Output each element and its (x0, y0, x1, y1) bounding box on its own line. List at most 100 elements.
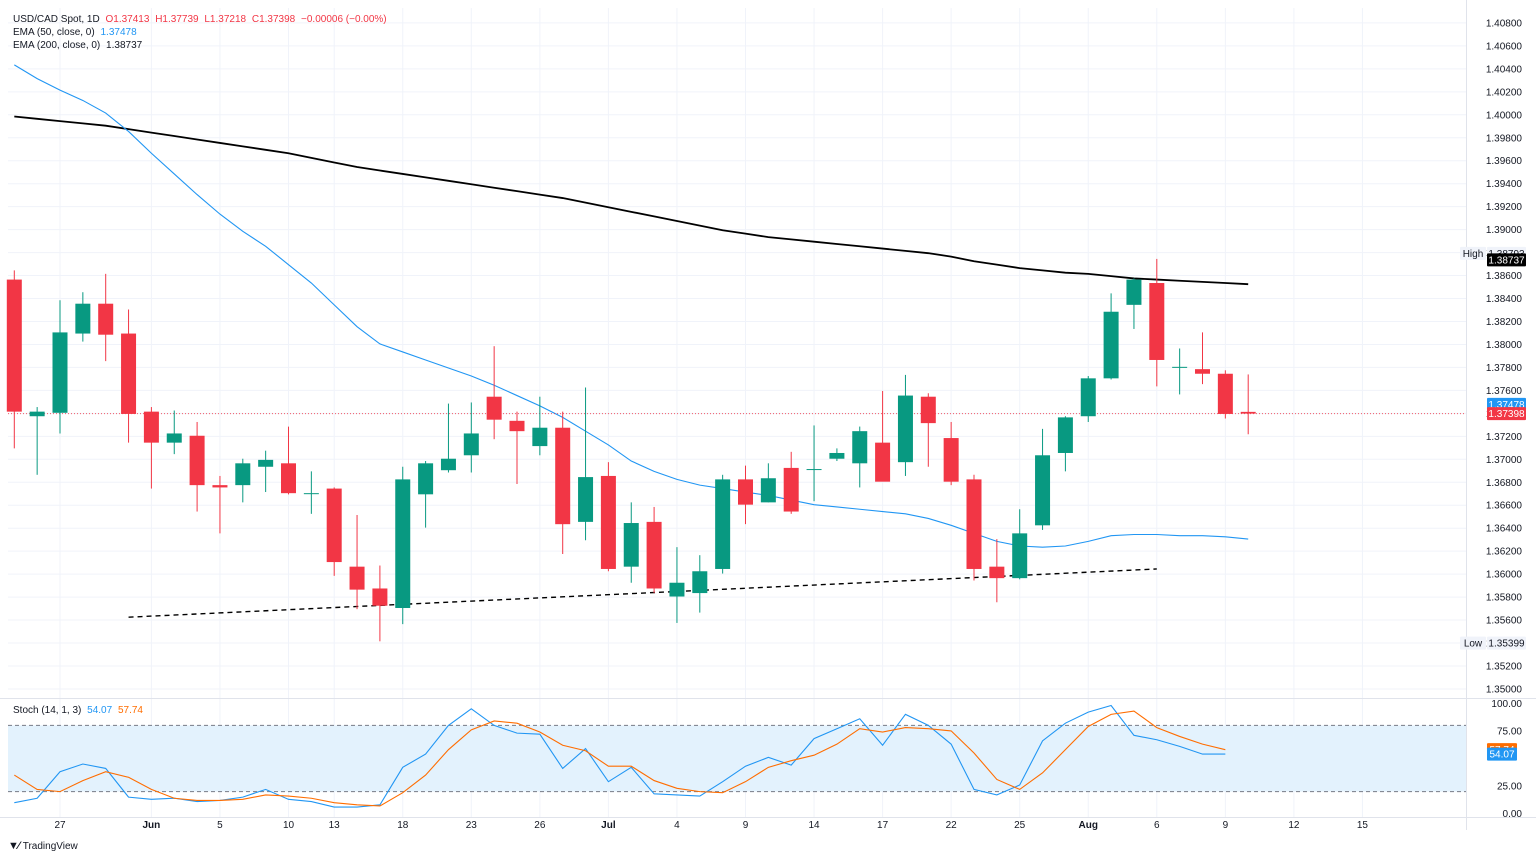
candle-body (600, 475, 616, 569)
candle-body (1172, 366, 1188, 368)
candle-body (966, 479, 982, 569)
candle-body (303, 493, 319, 495)
candle-body (212, 485, 228, 488)
y-tick-label: 1.37800 (1486, 363, 1523, 374)
y-tick-label: 1.40600 (1486, 41, 1523, 52)
price-axis-label: 1.37478 (1488, 400, 1525, 411)
y-tick-label: 1.37600 (1486, 386, 1523, 397)
y-tick-label: 1.36200 (1486, 547, 1523, 558)
x-tick-label: 26 (534, 820, 546, 831)
ema200-legend: EMA (200, close, 0) 1.38737 (13, 40, 145, 52)
candle-body (121, 333, 137, 414)
stoch-d-line (14, 710, 1226, 807)
price-axis-label: 1.38737 (1488, 255, 1525, 266)
y-tick-label: 1.35000 (1486, 684, 1523, 695)
x-tick-label: 6 (1154, 820, 1160, 831)
stoch-label: Stoch (14, 1, 3) (13, 705, 82, 716)
y-tick-label: 1.39200 (1486, 202, 1523, 213)
y-tick-label: 1.39400 (1486, 179, 1523, 190)
candle-body (875, 442, 891, 482)
x-tick-label: 4 (674, 820, 680, 831)
candle-body (852, 431, 868, 464)
y-tick-label: 1.39600 (1486, 156, 1523, 167)
candle-body (1240, 411, 1256, 414)
candle-body (29, 411, 45, 417)
candle-body (326, 488, 342, 563)
y-tick-label: 1.39000 (1486, 225, 1523, 236)
x-tick-label: 25 (1014, 820, 1026, 831)
price-tag-bg (1460, 636, 1486, 650)
y-tick-label: 1.38000 (1486, 340, 1523, 351)
price-axis-label-bg (1487, 636, 1526, 650)
candle-body (1126, 279, 1142, 305)
x-tick-label: 15 (1357, 820, 1369, 831)
candle-body (1080, 378, 1096, 417)
y-tick-label: 1.35800 (1486, 593, 1523, 604)
y-tick-label: 1.40800 (1486, 18, 1523, 29)
candle-body (189, 435, 205, 486)
candle-body (258, 459, 274, 467)
y-tick-label: 1.40000 (1486, 110, 1523, 121)
ema50-legend: EMA (50, close, 0) 1.37478 (13, 27, 140, 39)
x-tick-label: 14 (808, 820, 820, 831)
x-tick-label: Jul (601, 820, 616, 831)
candle-body (281, 463, 296, 494)
price-axis-label-bg (1487, 253, 1526, 267)
candle-body (1217, 373, 1233, 414)
y-tick-label: 1.37200 (1486, 432, 1523, 443)
x-tick-label: 13 (329, 820, 341, 831)
price-axis-label-bg (1487, 407, 1526, 421)
y-tick-label: 1.39800 (1486, 133, 1523, 144)
candle-body (418, 463, 434, 495)
candle-body (1057, 417, 1073, 453)
high-value: H1.37739 (155, 14, 199, 25)
price-tag-label: Low (1464, 639, 1483, 650)
ema50-value: 1.37478 (100, 27, 137, 38)
y-tick-label: 1.36800 (1486, 478, 1523, 489)
ema200-value: 1.38737 (106, 40, 143, 51)
candle-body (166, 433, 182, 443)
symbol-title: USD/CAD Spot, 1D (13, 14, 100, 25)
candle-body (98, 303, 114, 335)
candle-body (920, 396, 936, 424)
candle-body (783, 467, 799, 512)
open-value: O1.37413 (105, 14, 150, 25)
stoch-y-tick-label: 75.00 (1497, 726, 1522, 737)
candle-body (555, 427, 571, 525)
candle-body (897, 395, 913, 463)
price-tag-label: High (1463, 249, 1484, 260)
x-tick-label: 23 (466, 820, 478, 831)
y-tick-label: 1.36000 (1486, 570, 1523, 581)
tradingview-logo-icon: ▼⁄ (8, 840, 20, 852)
price-axis-label: 1.37398 (1488, 409, 1525, 420)
ema200-line (14, 115, 1249, 286)
candle-body (509, 420, 525, 432)
y-tick-label: 1.38600 (1486, 271, 1523, 282)
x-tick-label: 22 (946, 820, 958, 831)
y-tick-label: 1.35600 (1486, 616, 1523, 627)
candle-body (235, 463, 251, 486)
candle-body (943, 438, 959, 482)
tradingview-logo-text: TradingView (22, 840, 78, 852)
ema50-label: EMA (50, close, 0) (13, 27, 95, 38)
candle-body (1195, 369, 1210, 374)
candle-body (372, 588, 388, 606)
candle-body (1149, 283, 1165, 360)
tradingview-branding[interactable]: ▼⁄ TradingView (8, 840, 78, 852)
candle-body (395, 479, 411, 609)
y-tick-label: 1.40400 (1486, 64, 1523, 75)
candle-body (486, 396, 502, 420)
candle-body (463, 433, 479, 456)
x-tick-label: 10 (283, 820, 295, 831)
candle-body (989, 566, 1005, 579)
y-tick-label: 1.36400 (1486, 524, 1523, 535)
change-value: −0.00006 (−0.00%) (301, 14, 387, 25)
x-tick-label: 5 (217, 820, 223, 831)
candle-body (440, 458, 456, 471)
ema200-label: EMA (200, close, 0) (13, 40, 101, 51)
candle-body (692, 571, 708, 594)
candle-body (646, 521, 662, 589)
y-tick-label: 1.38200 (1486, 317, 1523, 328)
candle-body (829, 452, 845, 459)
